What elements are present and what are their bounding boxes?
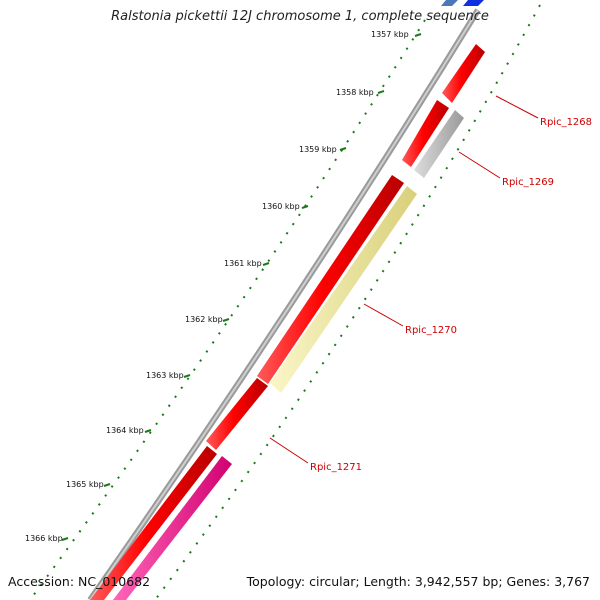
tick-label-1363: 1363 kbp <box>146 371 184 380</box>
gene-rpic-1268-pseudo[interactable] <box>414 110 464 178</box>
feature-rpic-1270[interactable] <box>270 186 417 393</box>
gene-rpic-1270-cds[interactable] <box>257 175 404 384</box>
gene-label-rpic-1270: Rpic_1270 <box>405 325 457 336</box>
tick-label-1365: 1365 kbp <box>66 480 104 489</box>
gene-labels: Rpic_1268 Rpic_1269 Rpic_1270 Rpic_1271 <box>310 117 592 473</box>
label-connectors <box>269 95 539 464</box>
backbone-inner <box>89 9 479 600</box>
map-title: Ralstonia pickettii 12J chromosome 1, co… <box>111 9 489 24</box>
feature-top-blue-light[interactable] <box>441 0 458 6</box>
gene-next-cds[interactable] <box>90 446 217 600</box>
tick-marks <box>61 33 422 541</box>
backbone-outer <box>87 8 481 600</box>
gene-rpic-1271-cds[interactable] <box>206 378 268 450</box>
tick-label-1364: 1364 kbp <box>106 426 144 435</box>
tick-label-1362: 1362 kbp <box>185 315 223 324</box>
tick-label-1358: 1358 kbp <box>336 88 374 97</box>
feature-rpic-1271-pink[interactable] <box>113 456 232 600</box>
gene-label-rpic-1269: Rpic_1269 <box>502 177 554 188</box>
feature-top-blue[interactable] <box>463 0 484 6</box>
tick-label-1366: 1366 kbp <box>25 534 63 543</box>
gene-label-rpic-1268: Rpic_1268 <box>540 117 592 128</box>
summary-label: Topology: circular; Length: 3,942,557 bp… <box>246 574 590 589</box>
tick-label-1360: 1360 kbp <box>262 202 300 211</box>
gene-label-rpic-1271: Rpic_1271 <box>310 462 362 473</box>
tick-label-1357: 1357 kbp <box>371 30 409 39</box>
tick-arc <box>29 19 426 600</box>
tick-label-1361: 1361 kbp <box>224 259 262 268</box>
accession-label: Accession: NC_010682 <box>8 574 151 589</box>
gene-rpic-1269[interactable] <box>402 100 449 167</box>
tick-labels: 1357 kbp 1358 kbp 1359 kbp 1360 kbp 1361… <box>25 30 409 543</box>
gene-rpic-1268[interactable] <box>442 44 485 103</box>
tick-label-1359: 1359 kbp <box>299 145 337 154</box>
